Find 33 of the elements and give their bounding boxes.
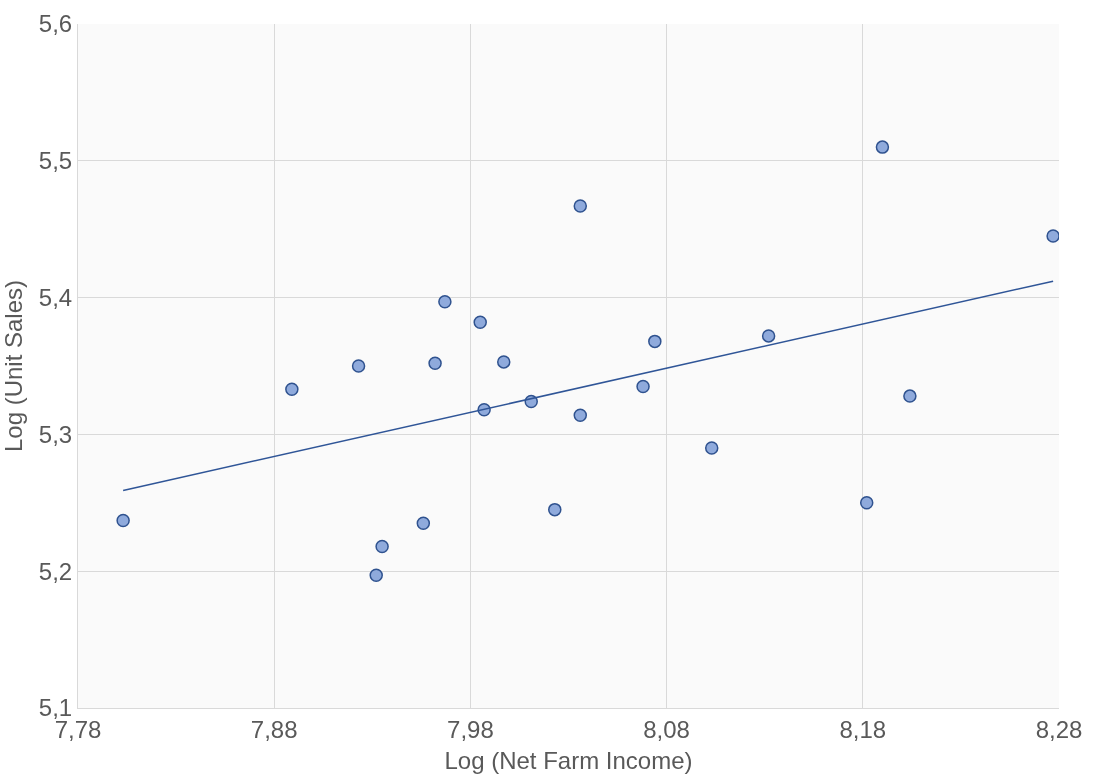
y-tick-label: 5,5 [38,147,73,175]
point [285,382,299,396]
point [438,294,452,309]
point [416,516,431,531]
y-tick-label: 5,6 [38,10,73,38]
point [375,539,389,554]
x-tick-label: 7,88 [250,715,298,743]
x-tick-label: 7,98 [447,715,494,743]
point [875,140,890,154]
point [636,379,650,394]
y-tick-label: 5,2 [38,557,73,585]
point [428,356,442,370]
point [859,496,874,510]
point [351,359,366,373]
point [369,568,383,583]
point [548,502,562,517]
y-tick-label: 5,3 [38,420,73,448]
point [573,408,588,422]
x-tick-label: 8,28 [1035,715,1083,743]
x-axis-title: Log (Net Farm Income) [444,747,693,775]
point [116,513,130,528]
x-tick-label: 8,08 [643,715,690,743]
point [473,315,487,329]
point [1046,229,1059,243]
y-axis-title: Log (Unit Sales) [0,279,27,453]
point [761,329,776,343]
point [704,441,719,455]
point [497,355,511,369]
point [573,199,588,213]
point [903,389,917,403]
y-tick-label: 5,4 [38,284,73,311]
x-tick-label: 8,18 [839,715,887,743]
point [648,334,662,349]
